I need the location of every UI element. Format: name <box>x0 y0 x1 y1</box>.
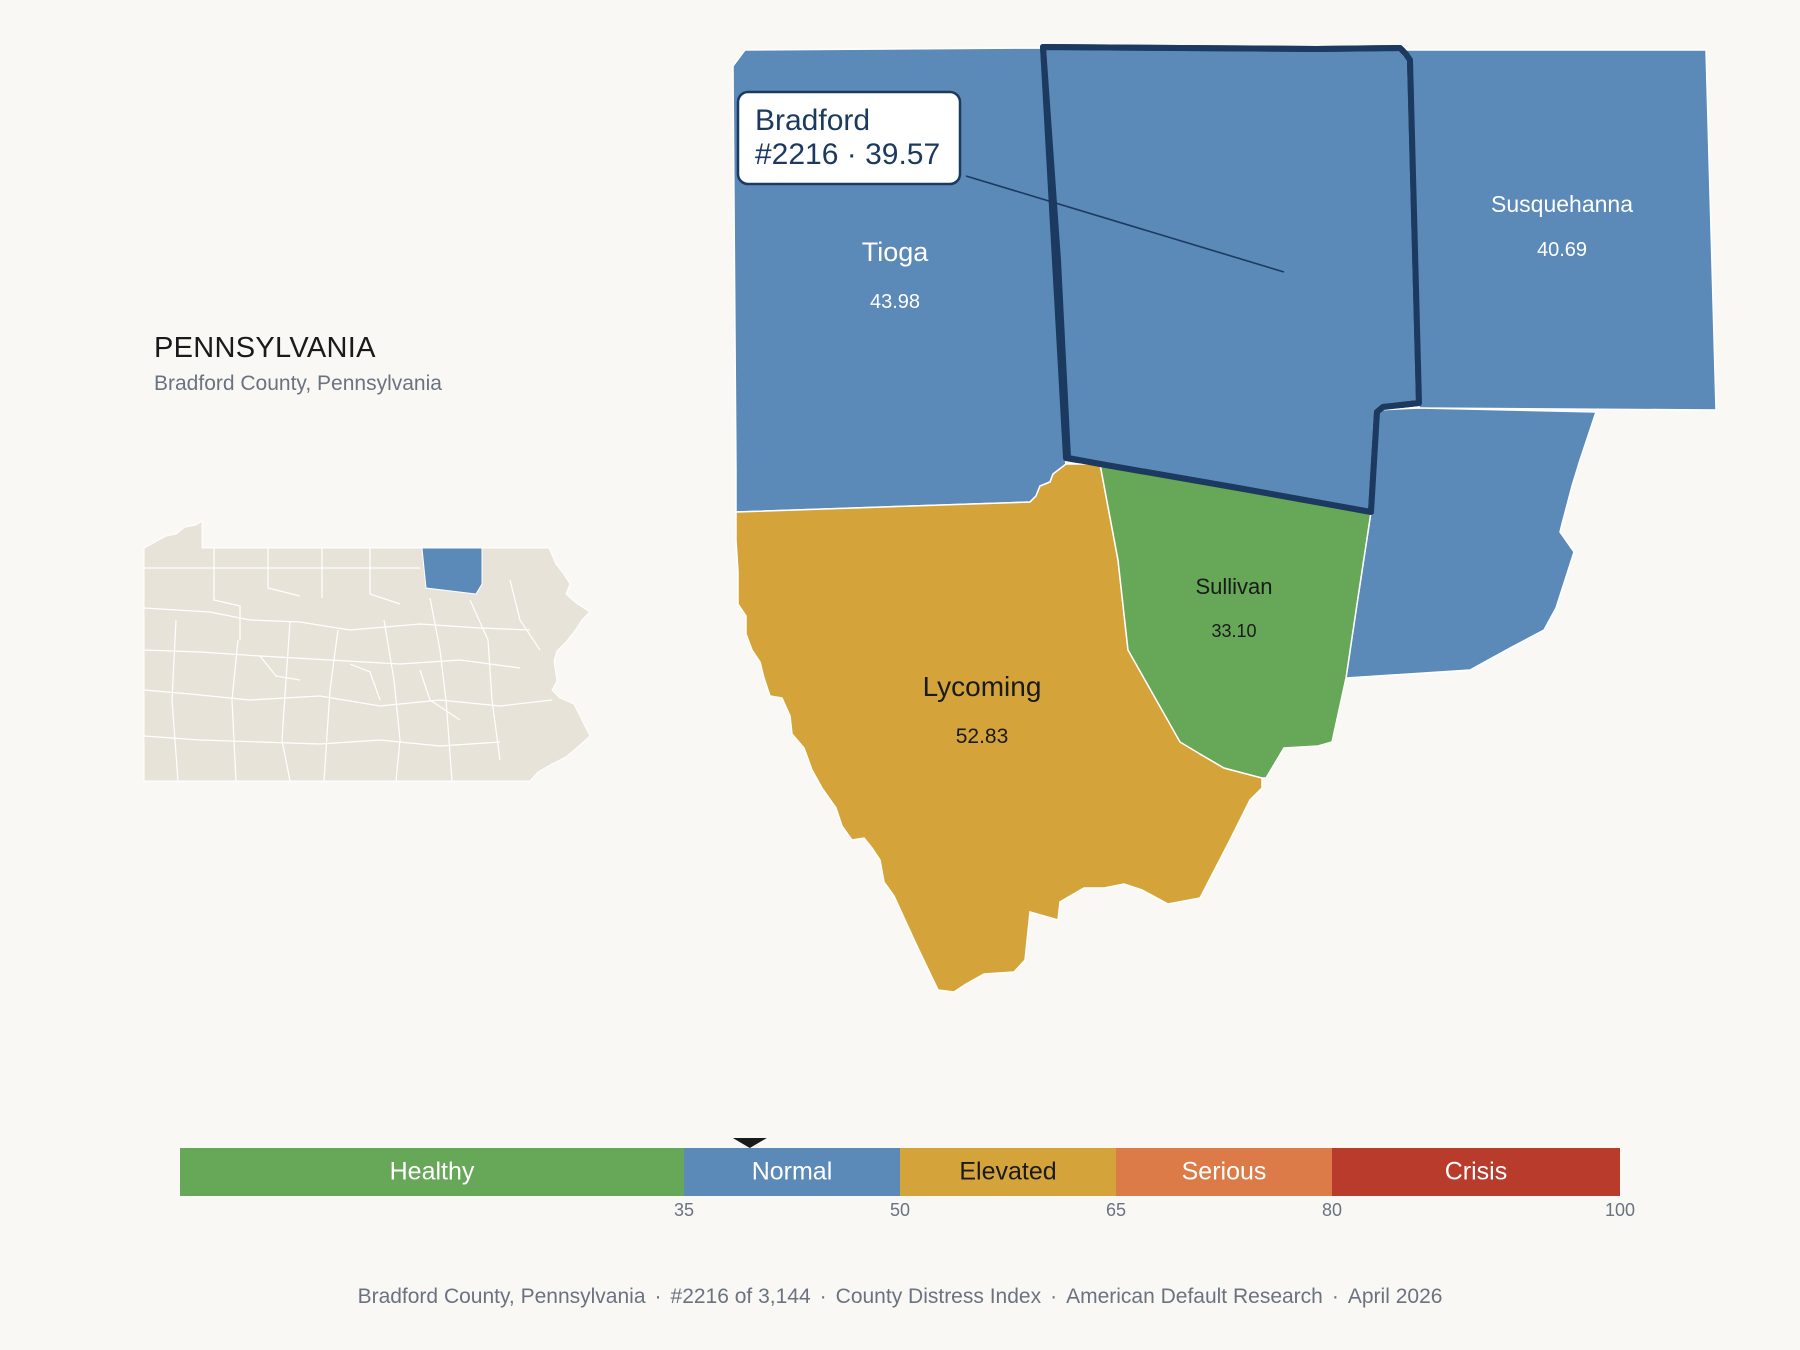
legend-tick-label: 35 <box>674 1200 694 1220</box>
county-susquehanna[interactable] <box>1404 49 1717 411</box>
footer-separator: · <box>1050 1285 1058 1308</box>
current-value-marker-icon <box>732 1138 767 1148</box>
county-bradford-outline <box>1040 44 1422 515</box>
legend-tick-label: 80 <box>1322 1200 1342 1220</box>
footer-source: American Default Research <box>1066 1285 1323 1308</box>
legend-segment-normal <box>684 1148 900 1196</box>
inset-bradford-highlight <box>421 547 483 595</box>
county-value-tioga: 43.98 <box>870 291 920 313</box>
region-map <box>732 44 1717 993</box>
callout-leader-line <box>965 175 1285 273</box>
footer-separator: · <box>819 1285 827 1308</box>
legend-label-normal: Normal <box>752 1158 833 1186</box>
legend-segment-elevated <box>900 1148 1116 1196</box>
footer-date: April 2026 <box>1347 1285 1443 1308</box>
county-bradford[interactable] <box>1040 44 1422 515</box>
legend-tick-label: 50 <box>890 1200 910 1220</box>
footer-index-name: County Distress Index <box>835 1285 1042 1308</box>
distress-legend: Healthy Normal Elevated Serious Crisis 35 50 6… <box>180 1138 1635 1220</box>
legend-tick-label: 100 <box>1605 1200 1635 1220</box>
legend-label-serious: Serious <box>1182 1158 1267 1186</box>
county-wyoming[interactable] <box>1345 407 1598 679</box>
footer-county: Bradford County, Pennsylvania <box>357 1285 646 1308</box>
county-label-lycoming: Lycoming <box>923 671 1042 702</box>
callout-rank-score: #2216 · 39.57 <box>755 138 940 171</box>
county-labels: Tioga 43.98 Susquehanna 40.69 Lycoming 5… <box>862 191 1633 748</box>
legend-segment-serious <box>1116 1148 1332 1196</box>
county-label-tioga: Tioga <box>862 237 930 267</box>
footer-separator: · <box>1331 1285 1339 1308</box>
county-value-susquehanna: 40.69 <box>1537 239 1587 261</box>
selected-county-callout: Bradford #2216 · 39.57 <box>736 90 1285 273</box>
legend-segment-crisis <box>1332 1148 1620 1196</box>
county-value-sullivan: 33.10 <box>1211 621 1256 641</box>
footer-separator: · <box>654 1285 662 1308</box>
pennsylvania-outline <box>143 520 591 782</box>
legend-label-elevated: Elevated <box>959 1158 1056 1186</box>
legend-tick-label: 65 <box>1106 1200 1126 1220</box>
county-sullivan[interactable] <box>1099 463 1372 779</box>
footer: Bradford County, Pennsylvania · #2216 of 3… <box>0 1285 1800 1309</box>
footer-rank: #2216 of 3,144 <box>670 1285 811 1308</box>
legend-label-crisis: Crisis <box>1445 1158 1508 1186</box>
callout-county-name: Bradford <box>755 104 870 137</box>
county-value-lycoming: 52.83 <box>956 725 1009 748</box>
state-locator-map <box>143 520 591 782</box>
legend-label-healthy: Healthy <box>390 1158 475 1186</box>
legend-segment-healthy <box>180 1148 684 1196</box>
county-label-susquehanna: Susquehanna <box>1491 191 1633 217</box>
callout-box <box>736 90 962 186</box>
county-label-sullivan: Sullivan <box>1195 574 1272 599</box>
state-subtitle: Bradford County, Pennsylvania <box>154 372 442 395</box>
state-title: PENNSYLVANIA <box>154 332 376 364</box>
